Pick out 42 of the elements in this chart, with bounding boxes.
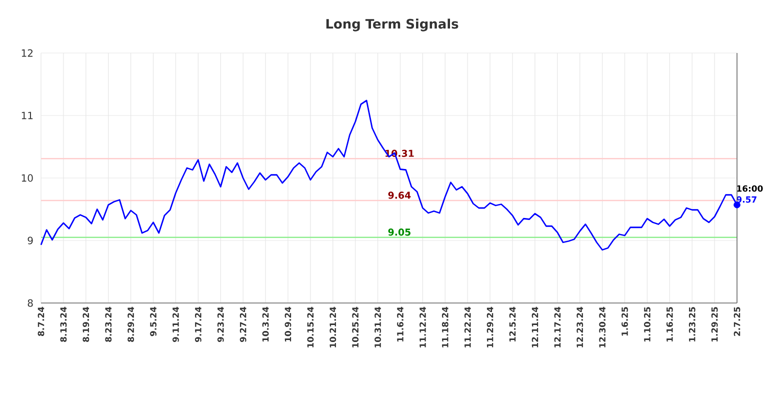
- ref-line-label: 9.64: [388, 192, 411, 199]
- x-tick-label: 8.13.24: [60, 306, 67, 342]
- x-tick-label: 2.7.25: [734, 307, 740, 336]
- x-tick-label: 8.7.24: [38, 306, 44, 336]
- x-tick-label: 9.11.24: [172, 306, 179, 342]
- x-tick-label: 10.3.24: [262, 306, 269, 342]
- x-tick-label: 11.12.24: [420, 306, 426, 348]
- x-tick-label: 1.23.25: [688, 307, 696, 342]
- annotation: 16:00: [737, 185, 763, 192]
- x-tick-label: 12.23.24: [576, 306, 584, 348]
- x-tick-label: 1.10.25: [644, 307, 650, 342]
- x-tick-label: 11.29.24: [486, 306, 494, 348]
- x-tick-label: 12.30.24: [599, 306, 606, 348]
- annotation: 9.57: [736, 196, 756, 203]
- y-tick-label: 9: [28, 236, 33, 244]
- x-tick-label: 1.29.25: [711, 307, 718, 342]
- x-tick-label: 10.15.24: [307, 306, 314, 348]
- x-tick-label: 8.23.24: [105, 306, 112, 342]
- y-tick-label: 12: [22, 49, 32, 57]
- x-tick-label: 12.17.24: [554, 306, 561, 348]
- y-tick-label: 11: [22, 112, 33, 120]
- x-tick-label: 10.21.24: [330, 306, 336, 348]
- x-tick-label: 9.17.24: [194, 306, 202, 342]
- x-tick-label: 9.5.24: [150, 306, 156, 336]
- x-tick-label: 10.9.24: [284, 306, 292, 342]
- x-tick-label: 12.5.24: [509, 306, 516, 342]
- x-tick-label: 12.11.24: [532, 306, 538, 348]
- x-tick-label: 10.25.24: [352, 306, 359, 348]
- x-tick-label: 1.16.25: [666, 307, 673, 342]
- x-tick-label: 11.18.24: [442, 306, 448, 348]
- x-tick-label: 11.22.24: [464, 306, 471, 348]
- x-tick-label: 9.23.24: [217, 306, 224, 342]
- y-tick-label: 8: [28, 299, 33, 307]
- ref-line-label: 9.05: [388, 228, 410, 236]
- y-tick-label: 10: [22, 174, 33, 182]
- x-tick-label: 1.6.25: [622, 307, 628, 336]
- x-tick-label: 10.31.24: [374, 306, 381, 348]
- x-tick-label: 9.27.24: [240, 306, 246, 342]
- x-tick-label: 11.6.24: [397, 306, 404, 342]
- x-tick-label: 8.29.24: [128, 306, 134, 342]
- chart-title: Long Term Signals: [326, 18, 458, 32]
- x-tick-label: 8.19.24: [82, 306, 90, 342]
